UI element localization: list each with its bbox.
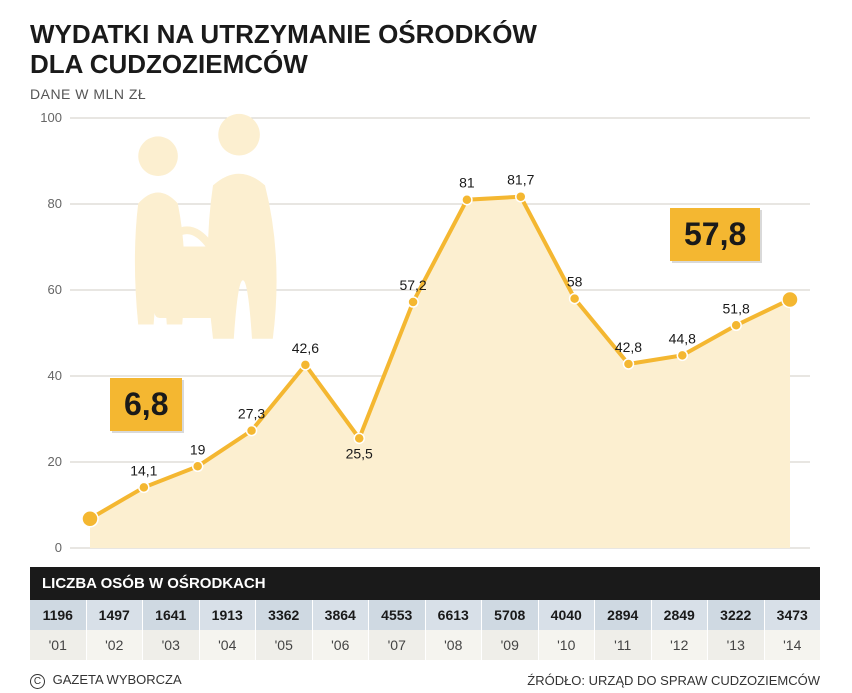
- data-point: [82, 511, 98, 527]
- chart-subtitle: DANE W MLN ZŁ: [30, 86, 822, 102]
- data-point: [193, 461, 203, 471]
- data-point: [247, 425, 257, 435]
- callout-first-value: 6,8: [110, 378, 182, 431]
- counts-row: 1196149716411913336238644553661357084040…: [30, 600, 820, 630]
- year-cell: '14: [765, 630, 821, 660]
- year-cell: '09: [482, 630, 539, 660]
- point-label: 27,3: [238, 405, 265, 421]
- data-point: [354, 433, 364, 443]
- source-text: ŹRÓDŁO: URZĄD DO SPRAW CUDZOZIEMCÓW: [527, 673, 820, 688]
- count-cell: 3473: [765, 600, 821, 630]
- count-cell: 2894: [595, 600, 652, 630]
- data-point: [462, 194, 472, 204]
- y-tick-label: 20: [48, 454, 62, 469]
- title-line2: DLA CUDZOZIEMCÓW: [30, 49, 308, 79]
- y-tick-label: 0: [55, 540, 62, 555]
- data-point: [677, 350, 687, 360]
- point-label: 42,8: [615, 339, 642, 355]
- years-row: '01'02'03'04'05'06'07'08'09'10'11'12'13'…: [30, 630, 820, 660]
- point-label: 14,1: [130, 462, 157, 478]
- persons-table: LICZBA OSÓB W OŚRODKACH 1196149716411913…: [30, 567, 820, 660]
- year-cell: '05: [256, 630, 313, 660]
- point-label: 19: [190, 441, 206, 457]
- point-label: 42,6: [292, 340, 319, 356]
- data-point: [300, 360, 310, 370]
- copyright: C GAZETA WYBORCZA: [30, 672, 182, 689]
- count-cell: 1497: [87, 600, 144, 630]
- callout-last-value: 57,8: [670, 208, 760, 261]
- copyright-icon: C: [30, 674, 45, 689]
- count-cell: 3222: [708, 600, 765, 630]
- year-cell: '13: [708, 630, 765, 660]
- point-label: 25,5: [346, 445, 373, 461]
- count-cell: 1196: [30, 600, 87, 630]
- data-point: [570, 293, 580, 303]
- count-cell: 1641: [143, 600, 200, 630]
- title-line1: WYDATKI NA UTRZYMANIE OŚRODKÓW: [30, 19, 537, 49]
- year-cell: '08: [426, 630, 483, 660]
- table-header: LICZBA OSÓB W OŚRODKACH: [30, 567, 820, 600]
- chart-area: 0 20 40 60 80 100 14,1 19 27,3 42,6 25,5 57,2 81 81,…: [30, 108, 820, 563]
- data-point: [139, 482, 149, 492]
- y-tick-label: 40: [48, 368, 62, 383]
- count-cell: 3362: [256, 600, 313, 630]
- data-point: [731, 320, 741, 330]
- year-cell: '01: [30, 630, 87, 660]
- footer: C GAZETA WYBORCZA ŹRÓDŁO: URZĄD DO SPRAW…: [30, 672, 820, 689]
- point-label: 58: [567, 273, 583, 289]
- count-cell: 2849: [652, 600, 709, 630]
- year-cell: '12: [652, 630, 709, 660]
- data-point: [516, 191, 526, 201]
- point-label: 81: [459, 174, 475, 190]
- copyright-text: GAZETA WYBORCZA: [53, 672, 182, 687]
- year-cell: '03: [143, 630, 200, 660]
- data-point: [623, 359, 633, 369]
- count-cell: 4553: [369, 600, 426, 630]
- y-tick-label: 80: [48, 196, 62, 211]
- year-cell: '06: [313, 630, 370, 660]
- year-cell: '11: [595, 630, 652, 660]
- point-label: 81,7: [507, 171, 534, 187]
- line-chart-svg: 0 20 40 60 80 100 14,1 19 27,3 42,6 25,5 57,2 81 81,…: [30, 108, 820, 563]
- count-cell: 3864: [313, 600, 370, 630]
- count-cell: 4040: [539, 600, 596, 630]
- y-tick-label: 100: [40, 110, 62, 125]
- count-cell: 5708: [482, 600, 539, 630]
- year-cell: '02: [87, 630, 144, 660]
- year-cell: '10: [539, 630, 596, 660]
- year-cell: '04: [200, 630, 257, 660]
- count-cell: 6613: [426, 600, 483, 630]
- point-label: 51,8: [723, 300, 750, 316]
- point-label: 44,8: [669, 330, 696, 346]
- count-cell: 1913: [200, 600, 257, 630]
- data-point: [408, 297, 418, 307]
- year-cell: '07: [369, 630, 426, 660]
- chart-title: WYDATKI NA UTRZYMANIE OŚRODKÓW DLA CUDZO…: [30, 20, 822, 80]
- y-tick-label: 60: [48, 282, 62, 297]
- data-point: [782, 291, 798, 307]
- point-label: 57,2: [399, 277, 426, 293]
